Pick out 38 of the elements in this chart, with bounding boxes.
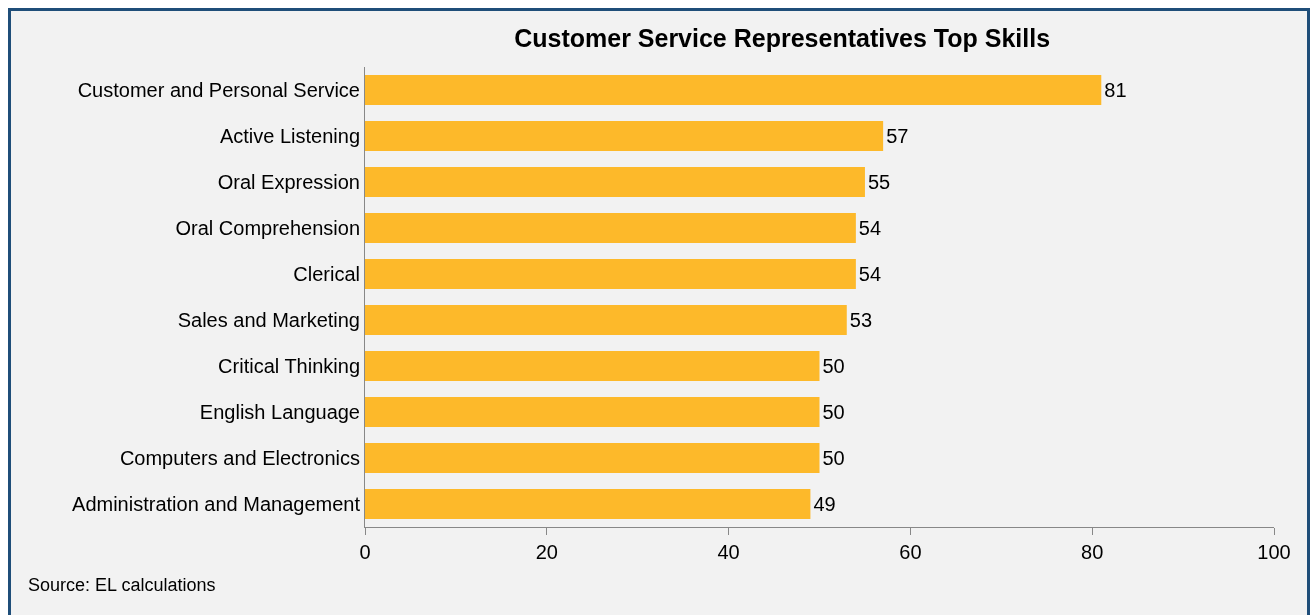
x-tick-label: 100 [1257,541,1291,563]
data-label: 50 [822,401,845,423]
x-tick-label: 0 [359,541,371,563]
bar [365,121,884,151]
x-tick-label: 60 [899,541,922,563]
x-tick-label: 80 [1081,541,1104,563]
bar [365,259,856,289]
y-tick-label: Oral Expression [217,171,360,193]
data-label: 50 [822,447,845,469]
bar [365,397,820,427]
data-label: 54 [858,217,882,239]
y-tick-label: Clerical [293,263,360,285]
source-note: Source: EL calculations [28,575,216,595]
bar [365,305,847,335]
data-label: 55 [867,171,891,193]
y-tick-label: Sales and Marketing [177,309,360,331]
chart-title: Customer Service Representatives Top Skills [514,23,1051,52]
data-label: 49 [813,493,836,515]
bar [365,167,865,197]
y-tick-label: Critical Thinking [218,355,360,377]
bar [365,213,856,243]
y-tick-label: Customer and Personal Service [77,79,360,101]
data-label: 50 [822,355,845,377]
data-label: 57 [886,125,909,147]
data-label: 81 [1104,79,1127,101]
y-tick-label: Administration and Management [72,493,361,515]
bar [365,489,811,519]
y-tick-label: English Language [199,401,360,423]
bar [365,75,1102,105]
y-tick-label: Oral Comprehension [175,217,360,239]
x-tick-label: 40 [717,541,740,563]
bar [365,351,820,381]
data-label: 53 [849,309,873,331]
data-label: 54 [858,263,882,285]
y-tick-label: Computers and Electronics [119,447,360,469]
y-tick-label: Active Listening [219,125,360,147]
x-tick-label: 20 [535,541,558,563]
bar [365,443,820,473]
